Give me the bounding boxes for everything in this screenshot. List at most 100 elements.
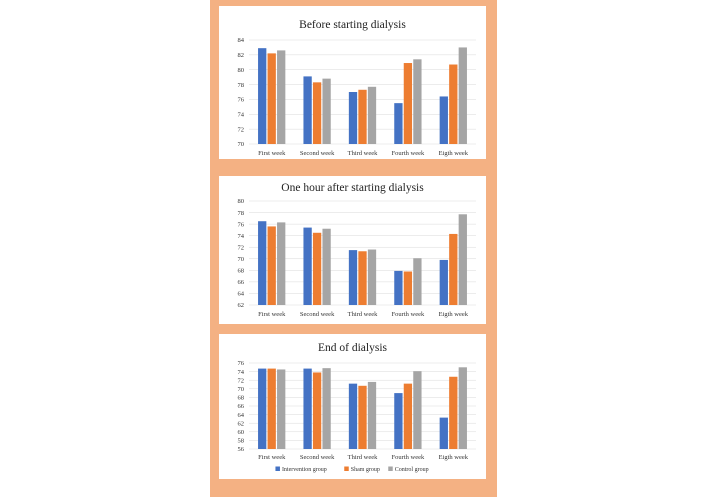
y-tick-label: 70 [238, 386, 245, 393]
figure-frame: Before starting dialysis 70 72 74 76 78 80 82 84… [210, 0, 497, 497]
x-category-label: Eigth week [439, 454, 469, 461]
bar-intervention-group [348, 383, 358, 449]
chart-panel-before: Before starting dialysis 70 72 74 76 78 80 82 84… [219, 6, 486, 159]
chart-title: Before starting dialysis [299, 19, 406, 31]
bar-control-group [458, 47, 467, 144]
chart-panel-one-hour: One hour after starting dialysis 62 64 66 68… [219, 176, 486, 324]
bar-sham-group [449, 64, 458, 144]
bar-sham-group [358, 89, 367, 144]
bar-intervention-group [348, 92, 358, 144]
x-category-label: First week [258, 454, 286, 461]
y-tick-label: 76 [238, 221, 245, 228]
bar-intervention-group [439, 417, 448, 449]
legend-label: Control group [395, 467, 429, 473]
y-tick-label: 74 [238, 369, 245, 376]
bar-control-group [367, 381, 377, 449]
bar-sham-group [312, 372, 322, 449]
x-category-label: Third week [348, 454, 379, 461]
bar-intervention-group [394, 270, 403, 305]
legend-swatch [344, 466, 349, 471]
bar-intervention-group [439, 259, 448, 305]
y-tick-label: 84 [238, 37, 245, 44]
y-tick-label: 72 [238, 377, 245, 384]
y-tick-label: 64 [238, 412, 245, 419]
x-category-label: Eigth week [439, 311, 469, 318]
bar-intervention-group [303, 76, 312, 144]
bar-intervention-group [258, 48, 267, 144]
x-category-label: First week [258, 150, 286, 157]
y-tick-label: 78 [238, 210, 245, 217]
chart-title: End of dialysis [318, 342, 388, 354]
x-category-label: Fourth week [392, 311, 425, 318]
bar-sham-group [449, 233, 458, 305]
chart-title: One hour after starting dialysis [281, 182, 424, 194]
y-tick-label: 72 [238, 244, 245, 251]
chart-before-starting-dialysis: Before starting dialysis 70 72 74 76 78 80 82 84… [238, 19, 476, 157]
y-tick-label: 76 [238, 97, 245, 104]
bar-control-group [322, 228, 331, 305]
x-category-label: Eigth week [439, 150, 469, 157]
bar-intervention-group [303, 227, 312, 305]
y-tick-label: 58 [238, 438, 245, 445]
bar-intervention-group [303, 368, 312, 449]
bar-control-group [413, 59, 422, 144]
y-tick-label: 68 [238, 268, 245, 275]
y-tick-label: 66 [238, 279, 245, 286]
y-tick-label: 70 [238, 141, 245, 148]
bar-sham-group [267, 53, 276, 144]
bar-intervention-group [394, 393, 403, 449]
bar-intervention-group [258, 221, 267, 305]
bar-sham-group [312, 82, 322, 144]
y-tick-label: 64 [238, 291, 245, 298]
bar-intervention-group [394, 103, 403, 144]
bar-control-group [413, 258, 422, 305]
y-tick-label: 62 [238, 420, 245, 427]
bar-sham-group [267, 368, 276, 449]
bar-sham-group [403, 63, 413, 144]
chart-one-hour-after-starting: One hour after starting dialysis 62 64 66 68… [238, 182, 476, 318]
x-category-label: Second week [300, 311, 335, 318]
bar-control-group [413, 371, 422, 449]
bar-sham-group [403, 383, 413, 449]
bar-sham-group [449, 376, 458, 449]
y-tick-label: 62 [238, 302, 245, 309]
x-category-label: Second week [300, 454, 335, 461]
y-tick-label: 66 [238, 403, 245, 410]
x-category-label: Second week [300, 150, 335, 157]
bar-control-group [367, 249, 377, 305]
bar-control-group [458, 214, 467, 305]
legend-swatch [275, 466, 280, 471]
legend-swatch [388, 466, 393, 471]
bar-sham-group [267, 226, 276, 305]
y-tick-label: 72 [238, 126, 245, 133]
x-category-label: First week [258, 311, 286, 318]
bar-control-group [367, 86, 377, 144]
bar-control-group [277, 369, 286, 449]
bar-control-group [458, 367, 467, 449]
y-tick-label: 60 [238, 429, 245, 436]
y-tick-label: 68 [238, 395, 245, 402]
y-tick-label: 74 [238, 233, 245, 240]
bar-sham-group [358, 385, 367, 449]
bar-intervention-group [258, 368, 267, 449]
bar-control-group [322, 368, 331, 449]
y-tick-label: 56 [238, 446, 245, 453]
x-category-label: Third week [348, 311, 379, 318]
bar-control-group [322, 78, 331, 144]
y-tick-label: 74 [238, 111, 245, 118]
bar-intervention-group [439, 96, 448, 144]
y-tick-label: 82 [238, 52, 245, 59]
y-tick-label: 76 [238, 360, 245, 367]
legend-label: Sham group [351, 467, 380, 473]
bar-intervention-group [348, 250, 358, 305]
bar-sham-group [403, 271, 413, 305]
legend-label: Intervention group [282, 467, 327, 473]
chart-panel-end: End of dialysis 56 58 60 62 64 66 68 70 72 74 76 Fir… [219, 334, 486, 479]
bar-control-group [277, 222, 286, 305]
y-tick-label: 78 [238, 82, 245, 89]
bar-sham-group [358, 251, 367, 305]
x-category-label: Third week [348, 150, 379, 157]
bar-control-group [277, 50, 286, 144]
y-tick-label: 80 [238, 198, 245, 205]
